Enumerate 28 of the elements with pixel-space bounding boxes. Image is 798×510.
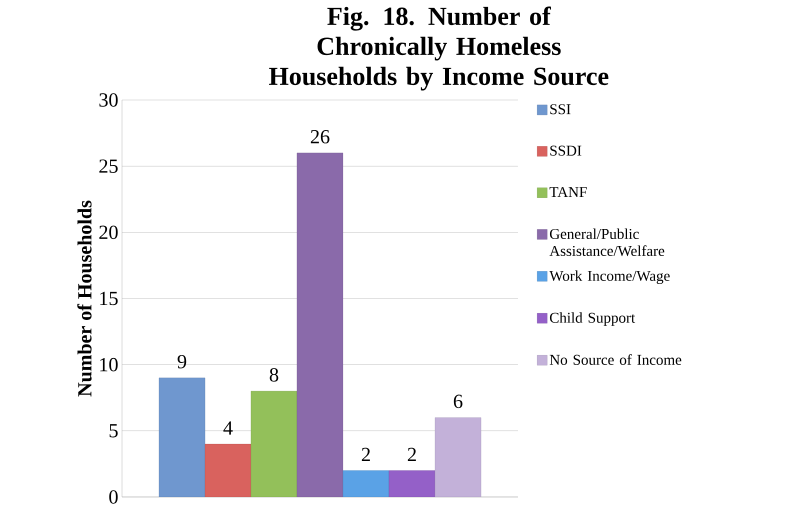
y-axis-title: Number of Households (77, 200, 92, 396)
data-label: 2 (408, 448, 416, 462)
legend-label: TANF (550, 187, 587, 197)
legend-label: Work Income/Wage (549, 270, 670, 284)
data-label: 4 (223, 421, 233, 435)
bar (388, 470, 436, 497)
legend-label: No Source of Income (550, 354, 682, 365)
y-tick-label: 25 (99, 159, 118, 173)
legend-label: SSI (550, 104, 570, 114)
y-tick-label: 5 (110, 424, 118, 438)
bar (296, 152, 344, 497)
data-label: 8 (270, 368, 278, 382)
y-tick-label: 15 (100, 292, 118, 306)
y-tick-label: 10 (100, 358, 118, 372)
legend-label: General/Public Assistance/Welfare (549, 228, 664, 256)
data-label: 2 (362, 448, 370, 462)
y-tick-label: 0 (109, 490, 118, 504)
data-label: 9 (178, 354, 186, 368)
bar (342, 470, 390, 497)
data-label: 6 (454, 394, 462, 408)
y-tick-label: 30 (99, 93, 118, 107)
y-tick-label: 20 (99, 226, 118, 240)
legend-label: SSDI (550, 146, 582, 156)
chart-title: Fig. 18. Number of Chronically Homeless Households by Income Source (269, 6, 608, 90)
legend-label: Child Support (550, 312, 636, 326)
bar (158, 378, 206, 497)
bar (204, 444, 252, 497)
data-label: 26 (310, 130, 330, 144)
